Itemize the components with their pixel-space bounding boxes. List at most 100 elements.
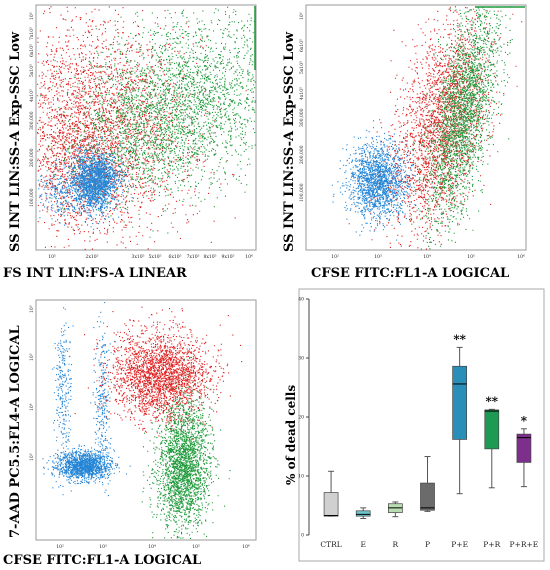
x-tick-label: R [393,540,399,549]
x-axis-label: CFSE FITC:FL1-A LOGICAL [311,266,509,281]
x-tick-label: 8x10⁵ [204,254,217,260]
y-tick-label: 10⁵ [29,353,35,361]
scatter-cloud [38,6,256,238]
plot-frame [35,299,257,541]
y-tick-label: 40 [298,297,304,303]
y-tick-label: 0 [301,533,304,539]
box-p-plus-r: ** [484,394,500,489]
y-tick-label: 10⁶ [29,12,35,20]
scatter-cloud [90,302,116,493]
scatter-cloud [57,136,133,232]
significance-label: ** [486,394,499,408]
x-tick-label: 10³ [374,254,382,260]
significance-label: ** [453,332,466,346]
x-tick-label: P+R+E [510,540,539,549]
x-tick-labels: CTRL E R P P+E P+R P+R+E [320,540,538,549]
box-iqr [484,409,500,450]
x-tick-label: P [425,540,430,549]
y-tick-label: 300,000 [299,108,305,127]
x-tick-label: 10⁶ [242,544,250,550]
y-tick-labels: 100,000 200,000 300,000 4x10⁵ 5x10⁵ 6x10⁵ 7x10… [29,12,35,207]
x-tick-label: 5x10⁵ [149,254,162,260]
x-tick-label: 3x10⁵ [132,254,145,260]
box-p [420,456,435,512]
x-tick-label: 10⁴ [148,544,156,550]
scatter-cloud [37,147,171,230]
box-iqr [323,492,339,517]
y-axis-label: SS INT LIN:SS-A Exp-SSC Low [282,31,297,252]
x-axis-label: FS INT LIN:FS-A LINEAR [3,266,187,281]
x-tick-label: 10² [331,254,339,260]
y-tick-label: 5x10⁵ [299,61,305,74]
x-tick-label: 9x10⁵ [222,254,235,260]
y-tick-label: 4x10⁵ [29,89,35,102]
y-tick-label: 4x10⁵ [299,87,305,100]
y-axis-label: 7-AAD PC5.5:FL4-A LOGICAL [8,325,23,538]
scatter-cloud [410,6,513,250]
y-tick-labels: 10³ 10⁴ 10⁵ 10⁶ [29,305,35,461]
y-tick-label: 6x10⁵ [29,44,35,57]
box-iqr [516,433,532,463]
y-tick-label: 100,000 [299,183,305,202]
y-axis-label: SS INT LIN:SS-A Exp-SSC Low [8,31,23,252]
y-tick-label: 100,000 [29,188,35,207]
x-tick-label: 2x10⁵ [86,254,99,260]
box-ctrl [323,470,339,517]
box-p-plus-e: ** [452,332,467,495]
x-tick-label: 10⁶ [245,254,253,260]
scatter-cloud [39,41,246,238]
y-tick-labels: 0 10 20 30 40 [298,297,309,539]
x-tick-labels: 10² 10³ 10⁴ 10⁵ 10⁶ [331,254,525,260]
panel-scatter-fs-ss: 100,000 200,000 300,000 4x10⁵ 5x10⁵ 6x10⁵ 7x10… [3,4,257,281]
y-tick-label: 10⁶ [29,305,35,313]
panel-scatter-cfse-ss: 100,000200,000300,0004x10⁵5x10⁵6x10⁵10⁶ … [282,4,527,281]
y-tick-label: 6x10⁵ [299,39,305,52]
x-tick-label: 6x10⁵ [169,254,182,260]
x-tick-labels: 10² 10³ 10⁴ 10⁵ 10⁶ [56,544,250,550]
y-tick-label: 200,000 [29,148,35,167]
y-tick-label: 10⁴ [29,403,35,411]
scatter-cloud [42,444,131,497]
x-tick-label: 10² [56,544,64,550]
x-tick-label: 10⁴ [423,254,431,260]
x-tick-label: E [360,540,365,549]
x-tick-label: 10⁵ [192,544,200,550]
scatter-cloud [37,25,163,248]
box-iqr [452,365,467,440]
y-tick-label: 7x10⁵ [29,27,35,40]
y-tick-label: 20 [298,415,304,421]
box-e [355,507,371,519]
x-tick-labels: 10⁵ 2x10⁵ 3x10⁵ 5x10⁵ 6x10⁵ 7x10⁵ 8x10⁵ 9x10⁵ 10… [48,254,253,260]
y-tick-label: 200,000 [299,145,305,164]
x-tick-label: P+E [451,540,468,549]
box-iqr [355,510,371,517]
y-tick-label: 300,000 [29,111,35,130]
y-tick-label: 30 [298,356,304,362]
y-tick-labels: 100,000 200,000 300,000 4x10⁵ 5x10⁵ 6x10⁵ 10⁶ [299,12,305,202]
scatter-points [42,302,243,539]
scatter-cloud [52,307,74,496]
x-tick-label: 10³ [99,544,107,550]
x-tick-label: 10⁵ [48,254,56,260]
box-series: ***** [323,332,532,519]
x-tick-label: 7x10⁵ [187,254,200,260]
plot-frame [298,288,545,562]
scatter-points [331,6,525,250]
panel-scatter-cfse-7aad: 10³ 10⁴ 10⁵ 10⁶ 10² 10³ 10⁴ 10⁵ 10⁶ 7-AAD PC5.5… [3,299,257,568]
y-tick-label: 10³ [29,453,35,461]
y-axis-label: % of dead cells [284,385,298,485]
box-r [388,501,403,518]
y-tick-label: 5x10⁵ [29,64,35,77]
y-tick-label: 10⁶ [299,12,305,20]
x-tick-label: P+R [483,540,500,549]
x-tick-label: 10⁵ [467,254,475,260]
y-tick-label: 10 [298,474,304,480]
x-tick-label: CTRL [320,540,341,549]
scatter-points [37,6,256,250]
x-tick-label: 10⁶ [517,254,525,260]
box-p-plus-r-plus-e: * [516,414,532,488]
box-iqr [420,482,435,511]
x-axis-label: CFSE FITC:FL1-A LOGICAL [3,553,201,568]
scatter-cloud [141,357,231,539]
